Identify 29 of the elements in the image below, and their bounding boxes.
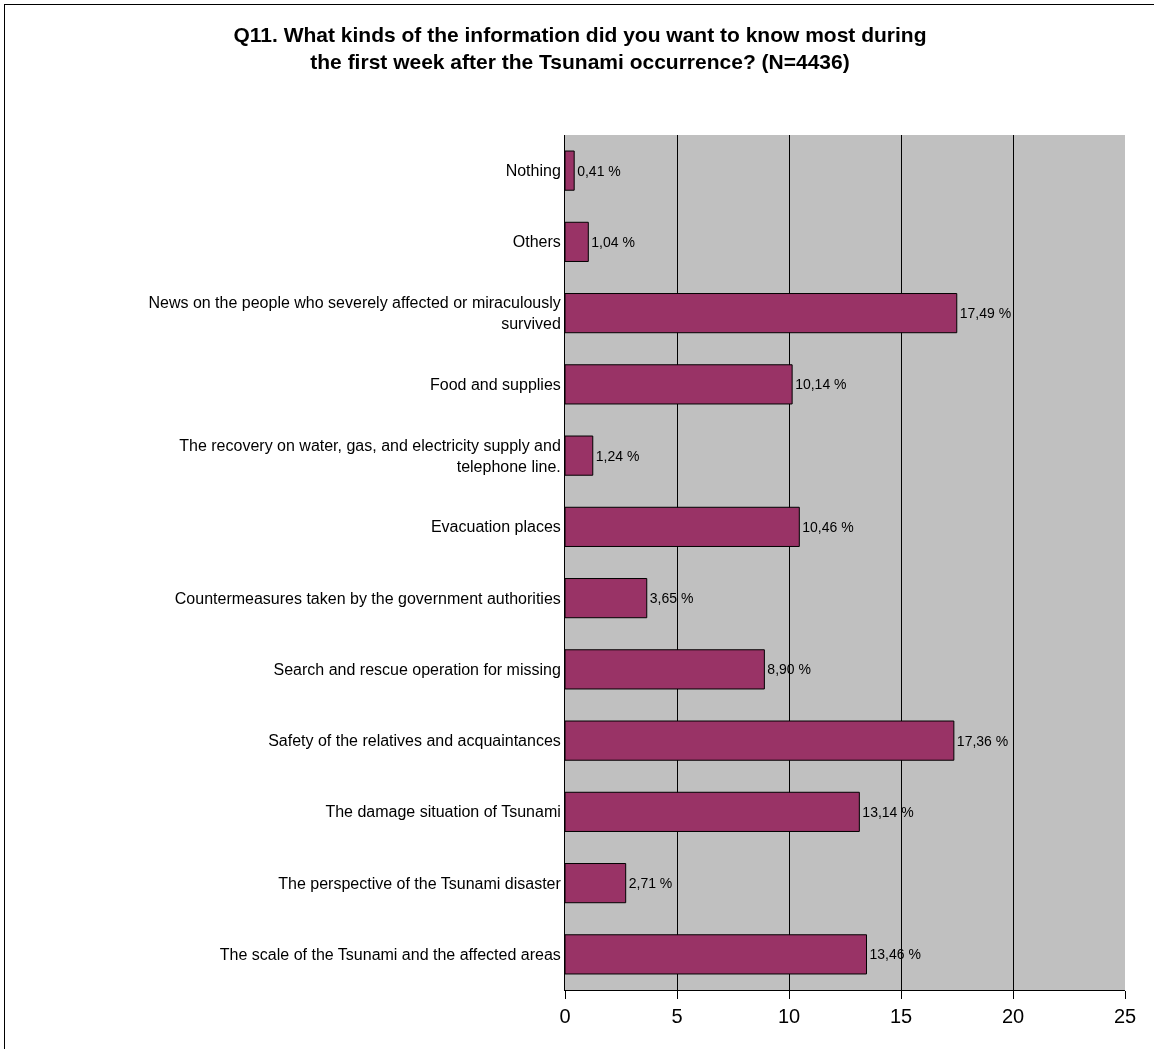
y-tick-label: News on the people who severely affected or miraculously survived bbox=[148, 294, 561, 333]
x-tick-label: 0 bbox=[559, 1005, 571, 1027]
data-label: 3,65 % bbox=[649, 590, 694, 607]
data-label: 2,71 % bbox=[628, 875, 673, 892]
x-tick-label: 5 bbox=[671, 1005, 683, 1027]
data-label: 17,36 % bbox=[956, 732, 1009, 749]
x-tick-label: 25 bbox=[1113, 1005, 1137, 1027]
data-label: 0,41 % bbox=[577, 162, 621, 179]
x-tick-label: 10 bbox=[777, 1005, 801, 1027]
x-tick-label: 20 bbox=[1001, 1005, 1025, 1027]
y-tick-label: Evacuation places bbox=[430, 518, 561, 536]
data-label: 1,04 % bbox=[591, 233, 635, 250]
y-tick-label: Food and supplies bbox=[430, 375, 561, 393]
data-label: 10,14 % bbox=[795, 376, 847, 393]
y-tick-label: The perspective of the Tsunami disaster bbox=[278, 874, 562, 892]
chart-title: Q11. What kinds of the information did you want to know most during the first week after the Tsunami occurrence? (N=4436) bbox=[233, 22, 927, 73]
x-tick-label: 15 bbox=[889, 1005, 913, 1027]
data-label: 17,49 % bbox=[959, 305, 1012, 322]
y-tick-label: Search and rescue operation for missing bbox=[273, 660, 561, 678]
y-tick-label: Nothing bbox=[505, 162, 561, 180]
y-tick-label: Countermeasures taken by the government authorities bbox=[174, 589, 561, 607]
y-tick-label: The scale of the Tsunami and the affected areas bbox=[219, 945, 561, 963]
data-label: 1,24 % bbox=[595, 447, 640, 464]
y-tick-label: Others bbox=[512, 233, 561, 251]
y-tick-label: Safety of the relatives and acquaintances bbox=[268, 732, 561, 750]
y-tick-label: The recovery on water, gas, and electricity supply and telephone line. bbox=[179, 436, 561, 475]
y-tick-label: The damage situation of Tsunami bbox=[325, 803, 561, 821]
data-label: 10,46 % bbox=[802, 518, 854, 535]
data-label: 13,14 % bbox=[862, 803, 914, 820]
